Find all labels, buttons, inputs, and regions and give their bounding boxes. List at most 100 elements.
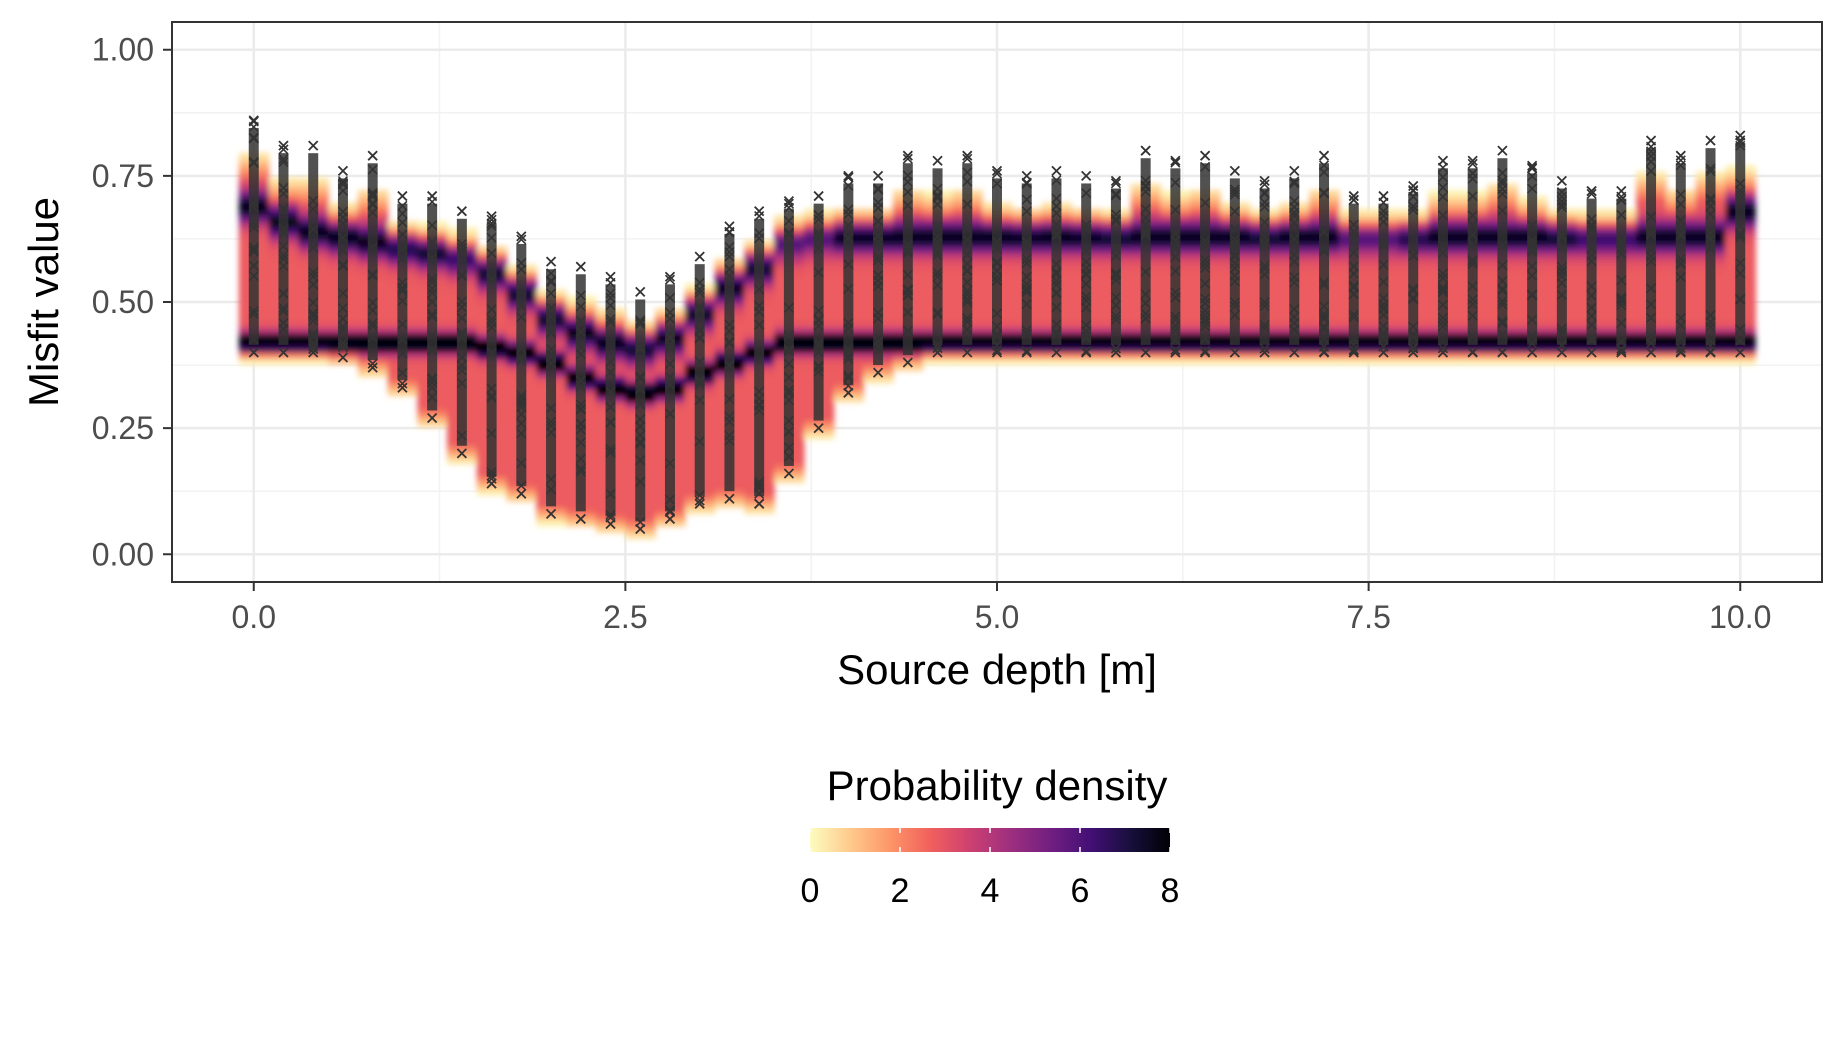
point-marker (902, 170, 913, 181)
point-marker (1170, 240, 1181, 252)
point-marker (1378, 329, 1389, 340)
point-marker (1408, 283, 1419, 294)
density-cell (684, 507, 716, 515)
point-column (367, 150, 378, 373)
point-marker (1259, 239, 1270, 250)
point-column (1586, 185, 1597, 358)
point-marker (1348, 282, 1359, 293)
density-cell (1041, 345, 1073, 353)
point-marker (873, 336, 884, 347)
point-marker (337, 303, 349, 314)
point-marker (1021, 258, 1032, 269)
point-marker (1705, 336, 1716, 347)
point-marker (367, 358, 378, 369)
point-marker (1081, 278, 1092, 289)
point-marker (872, 170, 884, 182)
point-marker (337, 218, 349, 229)
point-marker (1616, 296, 1627, 307)
point-marker (337, 313, 349, 324)
point-marker (427, 273, 438, 284)
point-marker (1645, 331, 1657, 342)
point-marker (1556, 267, 1567, 278)
point-column-body (1705, 148, 1716, 345)
point-marker (397, 190, 408, 202)
point-marker (635, 438, 646, 449)
legend-tick-label: 6 (1071, 872, 1090, 910)
point-marker (1586, 224, 1597, 236)
point-marker (664, 271, 676, 282)
density-cell (625, 532, 656, 540)
point-marker (456, 242, 467, 253)
point-marker (605, 447, 616, 458)
density-cell (922, 351, 954, 359)
point-marker (1408, 331, 1419, 342)
point-marker (337, 352, 349, 363)
point-marker (1556, 289, 1567, 301)
point-marker (367, 199, 378, 210)
point-marker (754, 319, 765, 330)
point-marker (1318, 226, 1330, 238)
point-marker (1586, 281, 1597, 292)
point-marker (1140, 228, 1151, 239)
point-marker (1497, 188, 1508, 200)
point-marker (1527, 220, 1538, 231)
density-cell (1368, 358, 1400, 366)
point-marker (1051, 266, 1062, 278)
point-marker (516, 458, 527, 469)
point-marker (1021, 345, 1032, 357)
point-marker (605, 488, 616, 500)
density-cell (1457, 351, 1489, 359)
legend-tick-label: 2 (891, 872, 910, 910)
point-column-body (1051, 178, 1062, 345)
point-marker (1170, 344, 1181, 356)
point-marker (1675, 320, 1686, 331)
point-marker (456, 269, 467, 280)
density-cell (655, 513, 686, 521)
point-marker (1259, 179, 1270, 190)
point-marker (1497, 283, 1508, 294)
point-marker (1229, 310, 1240, 321)
point-marker (1586, 319, 1597, 330)
density-cell (774, 463, 805, 471)
point-marker (1229, 224, 1240, 235)
point-marker (605, 417, 616, 428)
point-marker (278, 140, 289, 151)
y-tick-label: 0.50 (92, 284, 154, 320)
point-marker (1289, 210, 1300, 221)
point-marker (1616, 235, 1627, 246)
point-marker (694, 394, 705, 406)
point-marker (783, 229, 794, 240)
density-cell (238, 351, 270, 359)
point-marker (1051, 319, 1062, 330)
point-marker (724, 264, 735, 275)
point-marker (1378, 237, 1389, 248)
point-marker (1200, 258, 1211, 269)
point-marker (1348, 347, 1359, 358)
point-column (397, 190, 408, 393)
point-marker (991, 347, 1003, 358)
point-marker (1556, 187, 1567, 198)
point-marker (1259, 323, 1270, 334)
point-column (248, 115, 259, 358)
density-cell (1547, 345, 1578, 353)
point-marker (1735, 347, 1746, 358)
point-column-body (1675, 163, 1686, 345)
point-marker (843, 220, 854, 231)
point-marker (605, 288, 616, 299)
point-marker (1051, 200, 1062, 212)
point-marker (1705, 347, 1716, 358)
density-cell (476, 482, 508, 490)
point-marker (1259, 297, 1270, 308)
point-column (754, 206, 765, 509)
point-marker (1437, 299, 1449, 310)
point-marker (694, 356, 705, 367)
point-marker (367, 269, 378, 280)
point-marker (1170, 347, 1181, 358)
point-column (1497, 145, 1508, 358)
point-marker (873, 270, 884, 281)
point-marker (486, 274, 497, 285)
point-column (1556, 175, 1567, 358)
density-cell (1487, 345, 1519, 353)
density-cell (1041, 351, 1073, 359)
point-marker (248, 115, 259, 126)
